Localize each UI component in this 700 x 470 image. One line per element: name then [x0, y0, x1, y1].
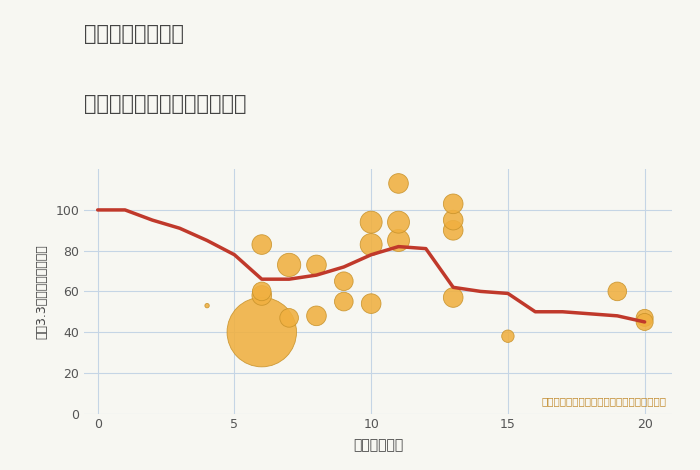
Point	[447, 216, 458, 224]
Point	[338, 277, 349, 285]
Point	[393, 219, 404, 226]
Point	[393, 237, 404, 244]
Point	[639, 318, 650, 326]
Text: 円の大きさは、取引のあった物件面積を示す: 円の大きさは、取引のあった物件面積を示す	[541, 396, 666, 406]
Point	[256, 329, 267, 336]
Y-axis label: 坪（3.3㎡）単価（万円）: 坪（3.3㎡）単価（万円）	[35, 244, 48, 339]
Point	[365, 219, 377, 226]
Point	[338, 298, 349, 306]
Point	[284, 314, 295, 321]
Point	[447, 200, 458, 208]
Text: 駅距離別中古マンション価格: 駅距離別中古マンション価格	[84, 94, 246, 114]
Point	[256, 241, 267, 248]
Point	[639, 314, 650, 321]
Point	[447, 294, 458, 301]
Point	[447, 227, 458, 234]
X-axis label: 駅距離（分）: 駅距離（分）	[353, 439, 403, 453]
Point	[256, 292, 267, 299]
Point	[365, 300, 377, 307]
Point	[503, 332, 514, 340]
Text: 千葉県市原市中の: 千葉県市原市中の	[84, 24, 184, 44]
Point	[202, 302, 213, 309]
Point	[365, 241, 377, 248]
Point	[393, 180, 404, 187]
Point	[256, 288, 267, 295]
Point	[284, 261, 295, 269]
Point	[311, 261, 322, 269]
Point	[612, 288, 623, 295]
Point	[311, 312, 322, 320]
